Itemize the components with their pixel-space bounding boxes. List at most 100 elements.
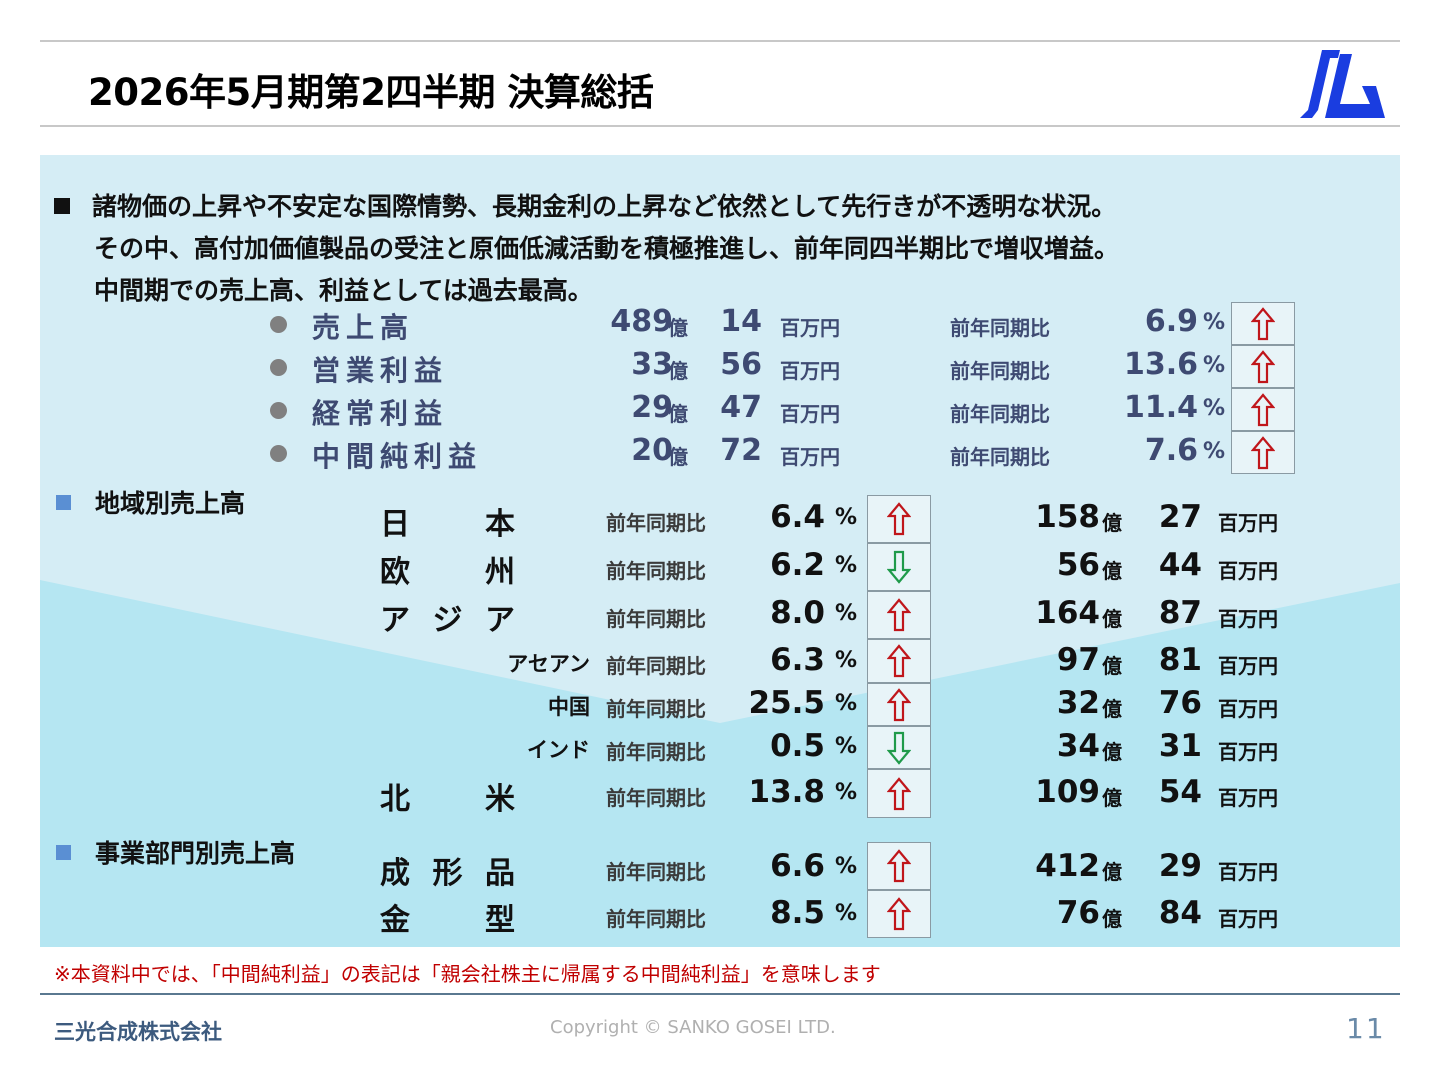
kpi-oku-value: 489	[610, 304, 673, 339]
square-bullet-icon	[56, 845, 71, 860]
kpi-man-value: 72	[720, 433, 762, 468]
oku-value: 158	[1035, 499, 1100, 535]
summary-line-3: 中間期での売上高、利益としては過去最高。	[94, 276, 593, 305]
trend-box	[867, 683, 931, 726]
kpi-oku-unit: 億	[668, 359, 688, 383]
trend-box	[867, 591, 931, 639]
pct-value: 0.5	[770, 728, 825, 764]
pct-unit: %	[835, 601, 858, 626]
man-value: 54	[1158, 774, 1202, 810]
bullet-dot-icon	[270, 359, 287, 376]
yoy-label: 前年同期比	[606, 607, 706, 631]
man-value: 31	[1158, 728, 1202, 764]
oku-value: 164	[1035, 595, 1100, 631]
trend-box	[867, 842, 931, 890]
man-value: 87	[1158, 595, 1202, 631]
bullet-dot-icon	[270, 402, 287, 419]
kpi-man-unit: 百万円	[780, 402, 840, 426]
kpi-row-net-income: 中間純利益 20 億 72 百万円 前年同期比 7.6 %	[268, 433, 1298, 475]
kpi-yoy-label: 前年同期比	[950, 359, 1050, 383]
summary-text: 諸物価の上昇や不安定な国際情勢、長期金利の上昇など依然として先行きが不透明な状況…	[54, 186, 1119, 312]
kpi-man-value: 14	[720, 304, 762, 339]
kpi-yoy-label: 前年同期比	[950, 402, 1050, 426]
kpi-row-operating-profit: 営業利益 33 億 56 百万円 前年同期比 13.6 %	[268, 347, 1298, 389]
kpi-man-unit: 百万円	[780, 445, 840, 469]
pct-unit: %	[835, 780, 858, 805]
kpi-yoy-label: 前年同期比	[950, 445, 1050, 469]
oku-value: 109	[1035, 774, 1100, 810]
bullet-dot-icon	[270, 445, 287, 462]
man-unit: 百万円	[1218, 607, 1278, 631]
pct-value: 6.4	[770, 499, 825, 535]
footer-rule	[40, 993, 1400, 995]
kpi-label: 営業利益	[312, 354, 449, 387]
segment-name: 金型	[380, 903, 515, 938]
man-unit: 百万円	[1218, 907, 1278, 931]
pct-unit: %	[835, 553, 858, 578]
trend-box	[867, 890, 931, 938]
page-title: 2026年5月期第2四半期 決算総括	[88, 71, 654, 114]
trend-box	[867, 495, 931, 543]
oku-value: 76	[1056, 895, 1100, 931]
content-panel	[40, 155, 1400, 947]
yoy-label: 前年同期比	[606, 511, 706, 535]
pct-value: 13.8	[748, 774, 826, 810]
man-value: 29	[1158, 848, 1202, 884]
region-row-india: インド 前年同期比 0.5 % 34 億 31 百万円	[380, 728, 1380, 772]
kpi-man-unit: 百万円	[780, 316, 840, 340]
region-name: 北米	[380, 782, 515, 817]
summary-line-2: その中、高付加価値製品の受注と原価低減活動を積極推進し、前年同四半期比で増収増益…	[94, 234, 1120, 263]
man-value: 81	[1158, 642, 1202, 678]
yoy-label: 前年同期比	[606, 740, 706, 764]
oku-unit: 億	[1102, 559, 1122, 583]
footnote: ※本資料中では、「中間純利益」の表記は「親会社株主に帰属する中間純利益」を意味し…	[54, 962, 881, 986]
kpi-man-unit: 百万円	[780, 359, 840, 383]
region-name: アジア	[380, 603, 515, 638]
trend-box	[867, 769, 931, 818]
man-unit: 百万円	[1218, 740, 1278, 764]
pct-value: 8.0	[770, 595, 825, 631]
yoy-label: 前年同期比	[606, 654, 706, 678]
region-row-europe: 欧州 前年同期比 6.2 % 56 億 44 百万円	[380, 547, 1380, 591]
up-arrow-icon	[887, 776, 911, 810]
kpi-pct-unit: %	[1203, 396, 1226, 421]
pct-value: 6.3	[770, 642, 825, 678]
kpi-pct-value: 6.9	[1144, 304, 1198, 339]
oku-unit: 億	[1102, 786, 1122, 810]
summary-line-1: 諸物価の上昇や不安定な国際情勢、長期金利の上昇など依然として先行きが不透明な状況…	[54, 186, 1119, 228]
up-arrow-icon	[1251, 435, 1275, 469]
trend-box	[867, 726, 931, 769]
company-name: 三光合成株式会社	[54, 1020, 222, 1044]
kpi-row-sales: 売上高 489 億 14 百万円 前年同期比 6.9 %	[268, 304, 1298, 346]
pct-value: 6.2	[770, 547, 825, 583]
region-row-asia: アジア 前年同期比 8.0 % 164 億 87 百万円	[380, 595, 1380, 639]
kpi-label: 売上高	[312, 311, 415, 344]
kpi-pct-unit: %	[1203, 310, 1226, 335]
segment-row-molds: 金型 前年同期比 8.5 % 76 億 84 百万円	[380, 895, 1380, 939]
up-arrow-icon	[887, 849, 911, 883]
square-bullet-icon	[56, 495, 71, 510]
subregion-name: インド	[527, 738, 590, 762]
regional-sales-heading: 地域別売上高	[56, 484, 245, 520]
header-top-rule	[40, 40, 1400, 42]
man-unit: 百万円	[1218, 654, 1278, 678]
kpi-pct-value: 7.6	[1144, 433, 1198, 468]
up-arrow-icon	[1251, 392, 1275, 426]
pct-unit: %	[835, 854, 858, 879]
man-value: 44	[1158, 547, 1202, 583]
pct-value: 6.6	[770, 848, 825, 884]
kpi-oku-unit: 億	[668, 316, 688, 340]
up-arrow-icon	[887, 897, 911, 931]
oku-unit: 億	[1102, 740, 1122, 764]
oku-unit: 億	[1102, 607, 1122, 631]
man-unit: 百万円	[1218, 860, 1278, 884]
segment-sales-heading: 事業部門別売上高	[56, 834, 295, 870]
oku-unit: 億	[1102, 860, 1122, 884]
man-unit: 百万円	[1218, 511, 1278, 535]
man-unit: 百万円	[1218, 559, 1278, 583]
region-row-asean: アセアン 前年同期比 6.3 % 97 億 81 百万円	[380, 642, 1380, 686]
subregion-name: 中国	[548, 695, 590, 719]
up-arrow-icon	[1251, 306, 1275, 340]
kpi-oku-value: 33	[631, 347, 673, 382]
up-arrow-icon	[1251, 349, 1275, 383]
